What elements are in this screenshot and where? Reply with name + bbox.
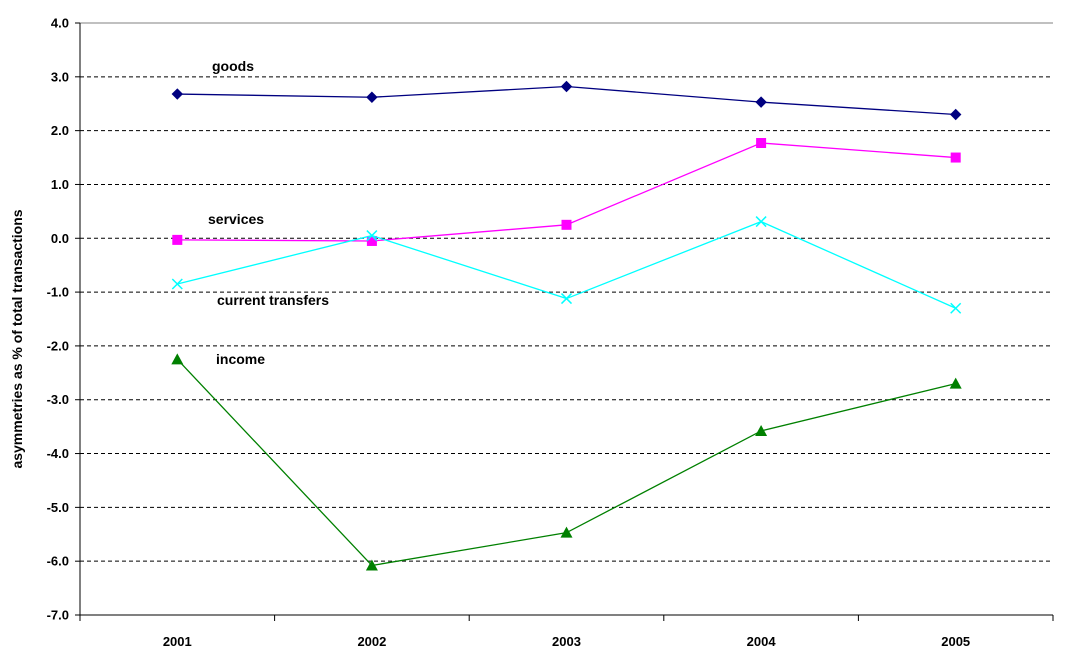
x-tick-labels: 2001 2002 2003 2004 2005	[163, 634, 970, 649]
y-tick-label: 1.0	[51, 177, 69, 192]
y-tick-label: 0.0	[51, 231, 69, 246]
x-tick-label: 2005	[941, 634, 970, 649]
series-services	[172, 138, 961, 246]
data-point	[171, 88, 184, 100]
y-tick-label: -7.0	[47, 608, 69, 623]
series-label: income	[216, 351, 265, 367]
y-tick-label: -4.0	[47, 446, 69, 461]
axes	[75, 22, 1054, 621]
data-point	[950, 302, 962, 314]
data-point	[172, 234, 183, 245]
series-current-transfers	[171, 216, 962, 314]
data-point	[561, 219, 572, 230]
data-point	[756, 138, 767, 149]
y-tick-label: -6.0	[47, 554, 69, 569]
data-point	[366, 91, 378, 103]
data-point	[171, 278, 183, 290]
series-label: services	[208, 211, 264, 227]
y-axis-title: asymmetries as % of total transactions	[9, 209, 25, 468]
y-tick-labels: 4.0 3.0 2.0 1.0 0.0 -1.0 -2.0 -3.0 -4.0 -5.0 -6.0 -…	[47, 16, 69, 623]
series-labels: goods services current transfers income	[208, 58, 329, 367]
series-goods	[171, 80, 962, 121]
y-tick-label: -2.0	[47, 338, 69, 353]
data-point	[366, 230, 378, 242]
data-point	[560, 293, 573, 305]
series-label: goods	[212, 58, 254, 74]
y-tick-label: -5.0	[47, 500, 69, 515]
series-label: current transfers	[217, 292, 329, 308]
x-tick-label: 2004	[747, 634, 777, 649]
x-tick-label: 2001	[163, 634, 192, 649]
data-point	[365, 559, 378, 571]
y-tick-label: -1.0	[47, 285, 69, 300]
data-point	[755, 96, 767, 108]
data-point	[949, 377, 962, 389]
data-point	[950, 152, 961, 163]
data-point	[171, 353, 184, 365]
data-point	[560, 80, 573, 93]
x-tick-label: 2003	[552, 634, 581, 649]
y-tick-label: 3.0	[51, 69, 69, 84]
x-tick-label: 2002	[357, 634, 386, 649]
data-point	[755, 424, 768, 436]
y-tick-label: 4.0	[51, 16, 69, 31]
gridlines	[80, 22, 1053, 562]
data-point	[366, 235, 377, 246]
data-point	[949, 108, 962, 121]
series-income	[171, 353, 962, 571]
data-point	[755, 216, 767, 228]
y-tick-label: 2.0	[51, 123, 69, 138]
y-tick-label: -3.0	[47, 392, 69, 407]
data-point	[560, 526, 573, 538]
series-lines	[171, 80, 962, 571]
